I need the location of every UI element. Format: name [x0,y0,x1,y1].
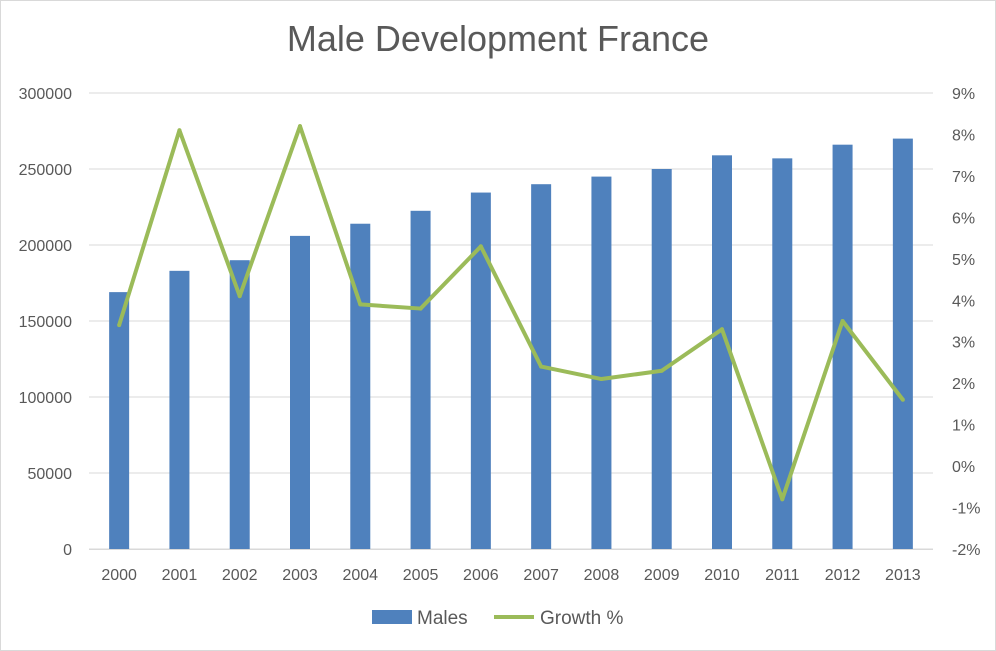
point-growth-2005 [418,306,423,311]
bar-males-2005 [410,210,431,550]
left-tick-label: 150000 [19,314,72,331]
right-tick-label: 4% [952,293,975,310]
point-growth-2000 [117,323,122,328]
point-growth-2002 [237,294,242,299]
point-growth-2012 [840,319,845,323]
point-growth-2007 [539,364,544,369]
point-growth-2010 [720,327,724,332]
right-tick-label: -1% [952,501,980,518]
right-tick-label: 9% [952,86,975,103]
legend-label-males: Males [417,608,468,629]
x-axis: 2000 2001 2002 2003 2004 2005 2006 2007 2008 2009… [89,549,933,584]
legend: Males Growth % [372,608,624,629]
bar-males-2011 [772,158,793,550]
point-growth-2006 [478,244,483,249]
bar-males-2010 [712,155,732,549]
right-tick-label: 6% [952,210,975,227]
point-growth-2001 [177,128,182,133]
legend-label-growth: Growth % [540,608,624,629]
bar-males-2008 [591,176,612,549]
right-tick-label: -2% [952,542,980,559]
left-tick-label: 0 [63,542,72,559]
x-tick-label: 2002 [222,567,258,584]
bar-males-2002 [229,260,250,549]
point-growth-2009 [659,368,664,373]
legend-swatch-males [372,610,412,624]
bar-males-2012 [832,144,853,549]
point-growth-2004 [358,302,363,307]
x-tick-label: 2001 [162,567,198,584]
left-tick-label: 250000 [19,162,72,179]
x-tick-label: 2009 [644,567,680,584]
x-tick-label: 2012 [825,567,861,584]
line-growth-path [117,124,905,502]
bar-males-2013 [892,138,913,549]
x-tick-label: 2003 [282,567,318,584]
gridlines [89,92,933,550]
left-tick-label: 200000 [19,238,72,255]
x-tick-label: 2005 [403,567,439,584]
bars-males [109,138,913,550]
x-tick-label: 2011 [765,567,800,584]
bar-males-2006 [470,192,491,549]
right-tick-label: 8% [952,127,975,144]
point-growth-2008 [599,377,604,382]
right-tick-label: 5% [952,252,975,269]
left-tick-label: 100000 [19,390,72,407]
left-axis: 0 50000 100000 150000 200000 250000 300000 [19,86,72,559]
bar-males-2009 [651,169,672,549]
line-growth [117,124,905,502]
bar-males-2003 [290,235,310,549]
bar-males-2004 [350,223,371,549]
right-tick-label: 3% [952,335,975,352]
left-tick-label: 300000 [19,86,72,103]
x-tick-label: 2010 [704,567,740,584]
right-tick-label: 1% [952,418,975,435]
bar-males-2001 [169,270,190,549]
chart-title: Male Development France [286,18,710,59]
x-tick-label: 2004 [342,567,378,584]
x-tick-label: 2013 [885,567,921,584]
right-axis: -2% -1% 0% 1% 2% 3% 4% 5% 6% 7% 8% 9% [952,86,980,559]
point-growth-2003 [298,124,302,129]
left-tick-label: 50000 [28,466,73,483]
x-tick-label: 2006 [463,567,499,584]
bar-males-2000 [109,292,130,549]
x-tick-label: 2000 [101,567,137,584]
right-tick-label: 7% [952,169,975,186]
right-tick-label: 2% [952,376,975,393]
right-tick-label: 0% [952,459,975,476]
point-growth-2013 [900,397,905,402]
x-tick-label: 2007 [523,567,559,584]
x-tick-label: 2008 [584,567,620,584]
point-growth-2011 [780,497,785,502]
